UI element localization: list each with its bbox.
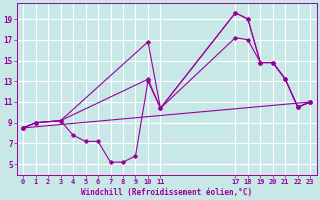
X-axis label: Windchill (Refroidissement éolien,°C): Windchill (Refroidissement éolien,°C) <box>81 188 252 197</box>
